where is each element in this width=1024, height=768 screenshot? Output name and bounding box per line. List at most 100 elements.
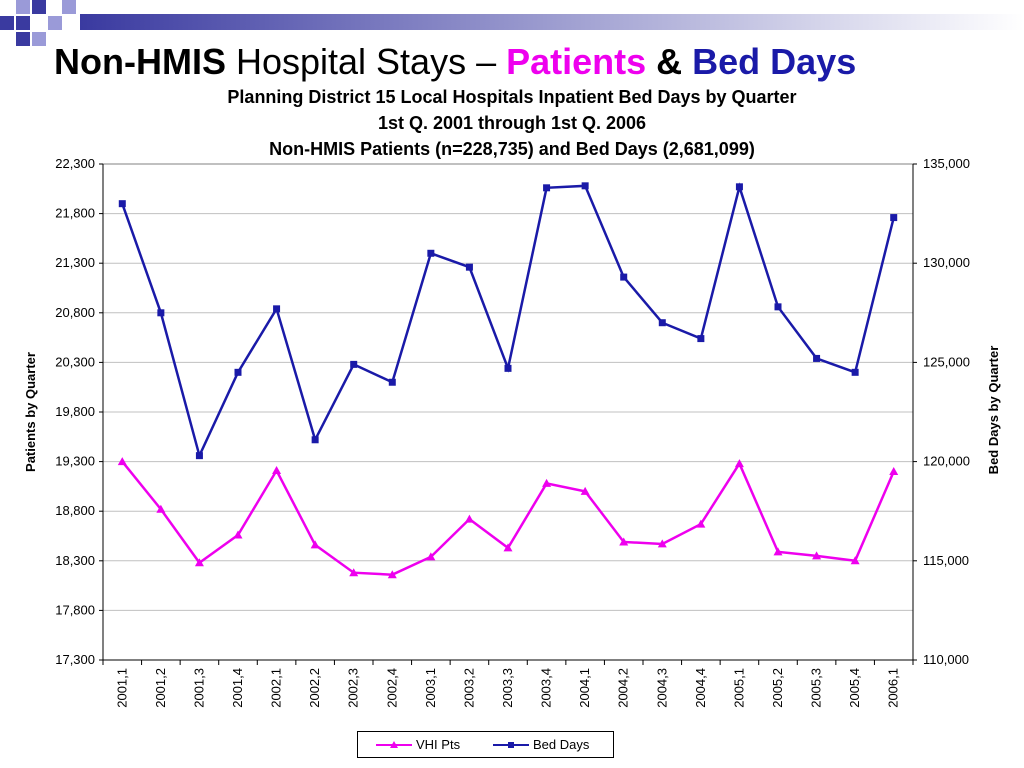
y2-axis-title: Bed Days by Quarter [986,346,1001,475]
decorative-square-5 [62,0,76,14]
x-axis-tick-label: 2004,2 [616,668,631,708]
decorative-square-3 [16,16,30,30]
right-axis-tick-label: 110,000 [923,652,969,667]
legend-label-bed-days: Bed Days [533,737,590,752]
chart-subtitle: 1st Q. 2001 through 1st Q. 2006 [377,113,647,133]
data-point-bed-days [581,182,589,190]
x-axis-tick-label: 2001,3 [191,668,206,708]
decorative-square-1 [32,0,46,14]
data-point-vhi-pts [850,556,860,565]
slide-title-ampersand: & [646,41,693,82]
slide-title-part1: Non-HMIS [54,41,226,82]
x-axis-tick-label: 2006,1 [886,668,901,708]
data-point-bed-days [543,184,551,192]
x-axis-tick-label: 2004,4 [693,668,708,708]
data-point-vhi-pts [542,478,552,487]
data-point-vhi-pts [156,504,166,513]
header-gradient-bar [80,14,1024,30]
decorative-square-4 [48,16,62,30]
data-point-bed-days [813,354,821,362]
data-point-vhi-pts [619,537,629,546]
data-point-bed-days [620,273,628,281]
data-point-bed-days [851,368,859,376]
data-point-bed-days [427,249,435,257]
y-axis-title: Patients by Quarter [23,352,38,472]
data-point-bed-days [118,200,126,208]
legend-marker-bed-days [493,741,529,748]
data-point-vhi-pts [696,519,706,528]
data-point-vhi-pts [310,540,320,549]
x-axis-tick-label: 2005,1 [731,668,746,708]
x-axis-tick-label: 2002,1 [269,668,284,708]
x-axis-tick-label: 2003,2 [461,668,476,708]
left-axis-tick-label: 18,300 [55,553,95,568]
data-point-bed-days [273,305,281,313]
x-axis-tick-label: 2002,3 [346,668,361,708]
data-point-vhi-pts [233,530,243,539]
x-axis-tick-label: 2005,3 [809,668,824,708]
right-axis-tick-label: 120,000 [923,454,970,469]
data-point-vhi-pts [194,558,204,567]
x-axis-tick-label: 2003,1 [423,668,438,708]
data-point-bed-days [311,436,319,444]
slide-title-bed-days: Bed Days [692,41,857,82]
data-point-vhi-pts [387,570,397,579]
data-point-bed-days [388,378,396,386]
left-axis-tick-label: 18,800 [55,503,95,518]
data-point-bed-days [504,364,512,372]
data-point-bed-days [697,335,705,343]
decorative-square-2 [0,16,14,30]
data-point-bed-days [195,452,203,460]
data-point-vhi-pts [773,547,783,556]
chart-legend: VHI Pts Bed Days [357,731,614,758]
data-point-vhi-pts [349,568,359,577]
right-axis-tick-label: 115,000 [923,553,969,568]
data-point-bed-days [234,368,242,376]
left-axis-tick-label: 22,300 [55,156,95,171]
data-point-bed-days [465,263,473,271]
data-point-vhi-pts [117,457,127,466]
data-point-vhi-pts [889,467,899,476]
x-axis-tick-label: 2002,4 [384,668,399,708]
left-axis-tick-label: 21,300 [55,255,95,270]
chart-subtitle-2: Non-HMIS Patients (n=228,735) and Bed Da… [269,139,755,159]
data-point-vhi-pts [503,543,513,552]
right-axis-tick-label: 135,000 [923,156,970,171]
decorative-square-0 [16,0,30,14]
x-axis-tick-label: 2003,3 [500,668,515,708]
data-point-bed-days [890,214,898,222]
data-point-vhi-pts [812,551,822,560]
left-axis-tick-label: 19,800 [55,404,95,419]
legend-label-vhi-pts: VHI Pts [416,737,461,752]
x-axis-tick-label: 2002,2 [307,668,322,708]
left-axis-tick-label: 20,300 [55,354,95,369]
slide-title: Non-HMIS Hospital Stays – Patients & Bed… [54,44,856,80]
decorative-header-squares [0,0,1024,46]
data-point-bed-days [658,319,666,327]
x-axis-tick-label: 2005,4 [847,668,862,708]
chart-title: Planning District 15 Local Hospitals Inp… [227,87,797,107]
left-axis-tick-label: 21,800 [55,206,95,221]
left-axis-tick-label: 19,300 [55,454,95,469]
x-axis-tick-label: 2001,4 [230,668,245,708]
slide-title-patients: Patients [506,41,647,82]
x-axis-tick-label: 2003,4 [539,668,554,708]
decorative-square-6 [32,32,46,46]
data-point-vhi-pts [580,486,590,495]
right-axis-tick-label: 130,000 [923,255,970,270]
data-point-vhi-pts [464,514,474,523]
legend-item-bed-days: Bed Days [493,737,589,752]
data-point-vhi-pts [272,466,282,475]
slide-title-part2: Hospital Stays – [225,41,507,82]
data-point-vhi-pts [734,459,744,468]
left-axis-tick-label: 20,800 [55,305,95,320]
decorative-square-7 [16,32,30,46]
legend-marker-vhi-pts [376,740,412,748]
left-axis-tick-label: 17,300 [55,652,95,667]
x-axis-tick-label: 2004,3 [654,668,669,708]
legend-item-vhi-pts: VHI Pts [376,737,460,752]
x-axis-tick-label: 2005,2 [770,668,785,708]
x-axis-tick-label: 2001,2 [153,668,168,708]
data-point-bed-days [774,303,782,311]
data-point-bed-days [350,360,358,368]
